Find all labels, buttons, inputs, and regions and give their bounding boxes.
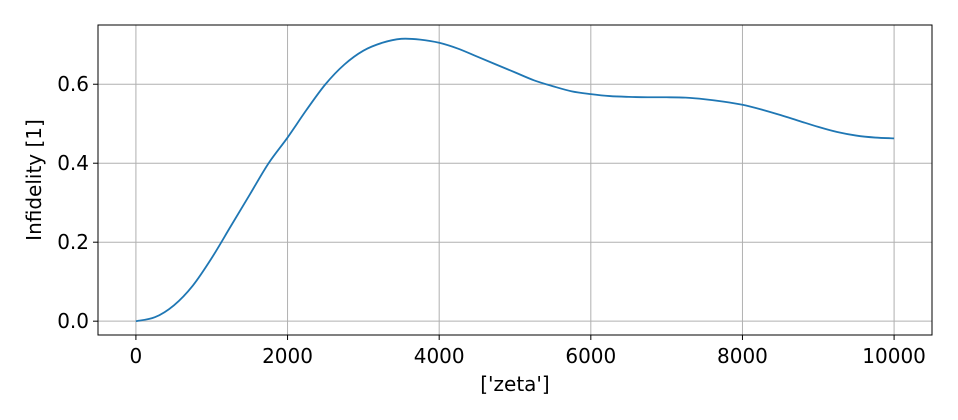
y-tick-label: 0.0	[57, 309, 89, 333]
x-tick-label: 10000	[862, 344, 926, 368]
series-line-infidelity	[135, 37, 895, 323]
y-tick-label: 0.2	[57, 230, 89, 254]
x-tick-label: 0	[130, 344, 143, 368]
x-tick-label: 6000	[565, 344, 616, 368]
x-tick-label: 8000	[717, 344, 768, 368]
plot-area-frame	[97, 24, 933, 336]
axis-ticks: 0 2000 4000 6000 8000 10000 0.0 0.2 0.4 0.6	[57, 72, 926, 368]
x-axis-title: ['zeta']	[480, 372, 550, 396]
x-tick-label: 4000	[414, 344, 465, 368]
y-tick-label: 0.6	[57, 72, 89, 96]
y-axis-title: Infidelity [1]	[22, 119, 46, 241]
y-tick-label: 0.4	[57, 151, 89, 175]
grid	[98, 25, 932, 335]
x-tick-label: 2000	[262, 344, 313, 368]
